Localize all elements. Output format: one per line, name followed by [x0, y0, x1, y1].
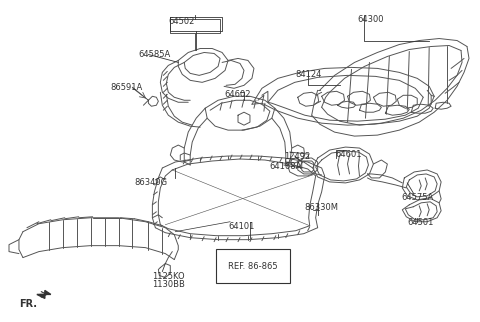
- Text: 84124: 84124: [296, 71, 322, 80]
- Text: 12492: 12492: [284, 152, 310, 161]
- Text: 64501: 64501: [407, 218, 433, 227]
- Text: 64602: 64602: [224, 90, 251, 99]
- Text: REF. 86-865: REF. 86-865: [228, 261, 277, 270]
- Polygon shape: [37, 290, 51, 298]
- Text: 64601: 64601: [336, 150, 362, 159]
- Text: 86340G: 86340G: [134, 178, 168, 187]
- Text: 64502: 64502: [168, 17, 195, 26]
- Text: 64101: 64101: [228, 222, 254, 231]
- Text: 64585A: 64585A: [138, 51, 171, 60]
- Text: 86591A: 86591A: [110, 83, 143, 92]
- Text: 64168A: 64168A: [270, 162, 302, 171]
- Text: 86330M: 86330M: [305, 203, 339, 212]
- Text: 1130BB: 1130BB: [152, 280, 185, 289]
- Text: 1125KO: 1125KO: [152, 271, 185, 280]
- Text: 64575A: 64575A: [401, 193, 433, 202]
- Text: 64300: 64300: [358, 14, 384, 24]
- Text: FR.: FR.: [19, 299, 37, 309]
